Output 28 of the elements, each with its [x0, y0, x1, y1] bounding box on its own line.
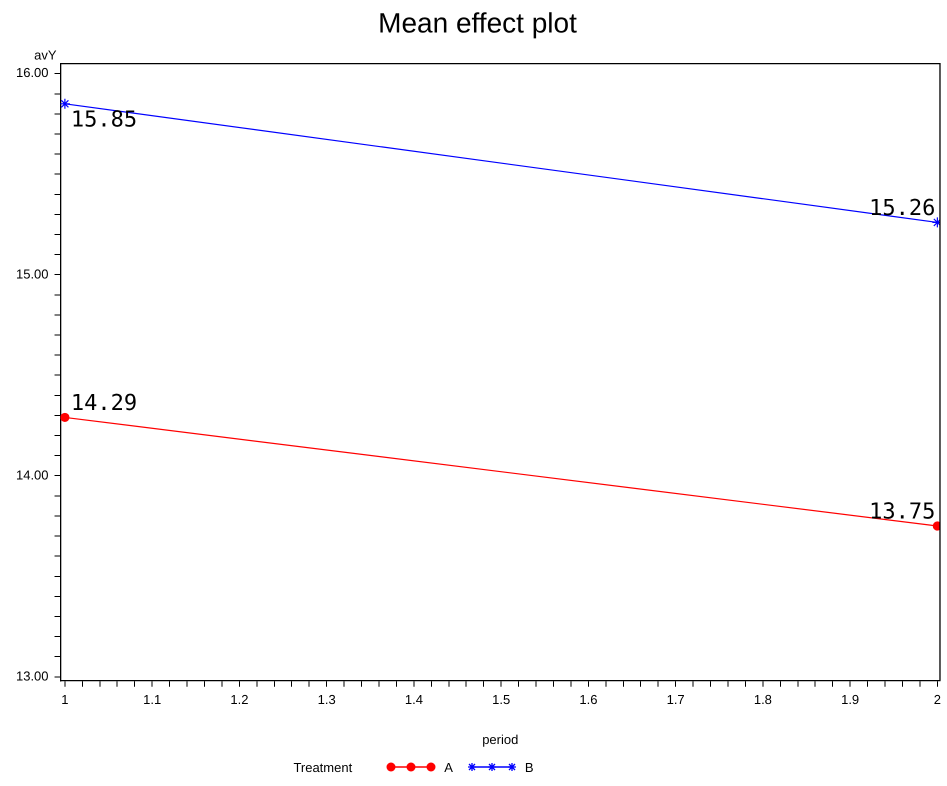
legend-label: B	[524, 760, 534, 774]
legend-title: Treatment	[293, 760, 352, 774]
x-tick-label: 1.8	[754, 692, 772, 708]
chart-title: Mean effect plot	[378, 8, 578, 39]
x-tick-label: 1.5	[492, 692, 510, 708]
legend-label: A	[444, 760, 453, 774]
x-tick-label: 1.3	[318, 692, 336, 708]
point	[60, 412, 70, 422]
point	[932, 521, 940, 531]
x-tick-label: 1.6	[579, 692, 598, 708]
y-tick-label: 15.00	[16, 266, 49, 282]
x-tick-label: 1.7	[666, 692, 685, 708]
x-tick-label: 1.4	[404, 692, 423, 708]
x-tick-label: 2	[934, 692, 941, 708]
x-tick-label: 1	[61, 692, 69, 708]
x-tick-label: 1.9	[841, 692, 860, 708]
data-label: 14.29	[70, 391, 138, 416]
x-tick-label: 1.1	[143, 692, 162, 708]
data-label: 15.26	[869, 196, 936, 222]
y-tick-label: 13.00	[16, 668, 49, 684]
x-axis-title: period	[482, 732, 518, 747]
point	[60, 98, 70, 110]
y-tick-label: 14.00	[16, 467, 49, 482]
data-label: 13.75	[869, 500, 936, 525]
x-tick-label: 1.2	[230, 692, 248, 708]
y-tick-label: 16.00	[16, 65, 49, 80]
y-axis-title: avY	[34, 48, 57, 63]
data-label: 15.85	[70, 108, 138, 133]
